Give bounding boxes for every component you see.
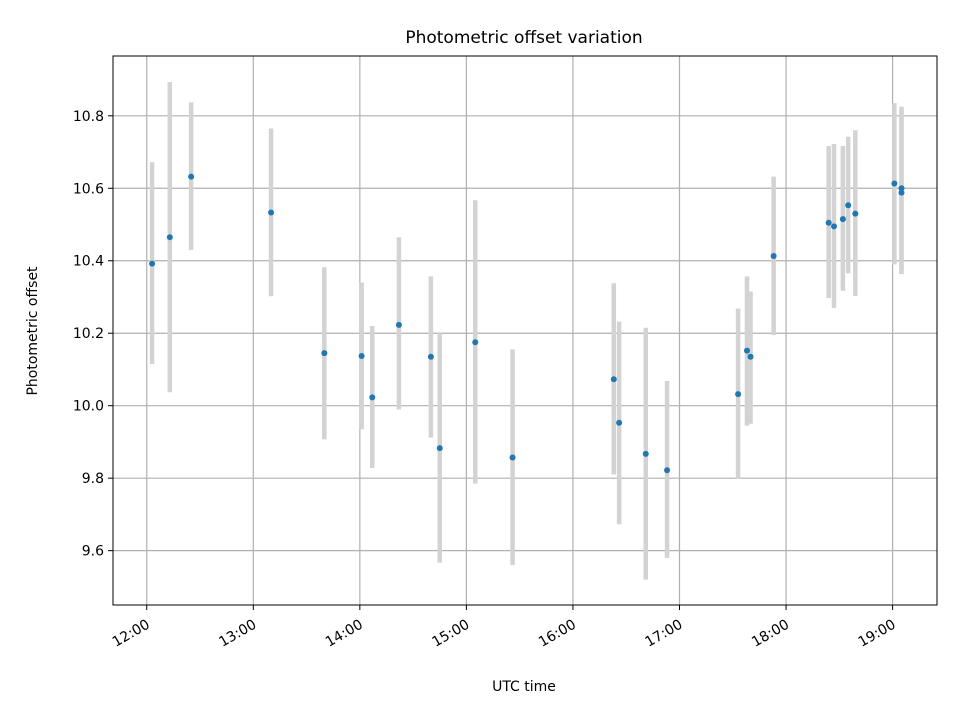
data-point <box>616 419 623 426</box>
data-point <box>743 347 750 354</box>
data-point <box>149 260 156 267</box>
data-point <box>166 234 173 241</box>
data-point <box>747 353 754 360</box>
data-point <box>268 209 275 216</box>
data-point <box>610 376 617 383</box>
y-tick-label: 10.2 <box>73 326 104 342</box>
data-point <box>436 445 443 452</box>
data-point <box>395 321 402 328</box>
data-point <box>188 173 195 180</box>
data-point <box>664 467 671 474</box>
data-point <box>735 391 742 398</box>
y-tick-label: 10.0 <box>73 399 104 415</box>
markers <box>149 173 905 474</box>
data-point <box>845 202 852 209</box>
y-tick-label: 10.8 <box>73 109 104 125</box>
data-point <box>358 353 365 360</box>
data-point <box>852 210 859 217</box>
chart-title: Photometric offset variation <box>405 28 642 48</box>
y-axis-label: Photometric offset <box>25 266 41 396</box>
y-tick-label: 10.4 <box>73 254 104 270</box>
data-point <box>770 253 777 260</box>
data-point <box>831 223 837 230</box>
data-point <box>891 180 898 187</box>
data-point <box>898 185 905 192</box>
y-axis-ticks: 9.6 9.8 10.0 10.2 10.4 10.6 10.8 <box>73 109 113 560</box>
data-point <box>321 350 328 357</box>
data-point <box>509 454 516 461</box>
data-point <box>839 216 846 223</box>
y-tick-label: 9.6 <box>82 544 104 560</box>
grid <box>113 56 937 605</box>
data-point <box>642 450 649 457</box>
data-point <box>369 394 376 401</box>
data-point <box>898 189 905 196</box>
x-axis-label: UTC time <box>492 679 556 695</box>
y-tick-label: 9.8 <box>82 471 104 487</box>
data-point <box>825 219 832 226</box>
plot-frame <box>112 55 938 606</box>
data-point <box>427 353 434 360</box>
y-tick-label: 10.6 <box>73 181 104 197</box>
data-point <box>472 339 479 346</box>
